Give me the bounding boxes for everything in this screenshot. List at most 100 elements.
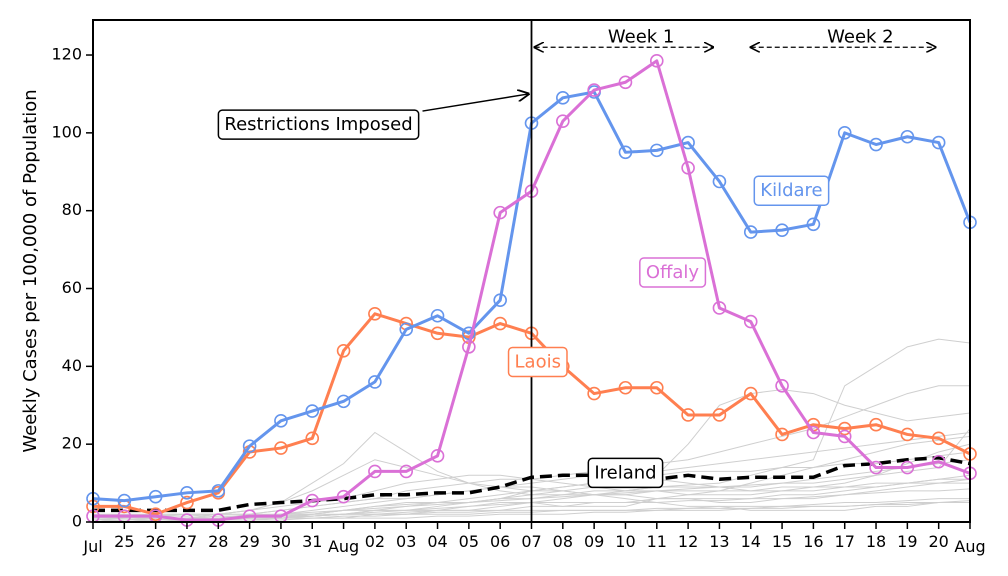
y-tick-label-0: 0 [72,512,82,531]
annotation-ireland-label: Ireland [587,457,664,489]
x-tick-label-24: 17 [835,532,855,551]
y-axis-label: Weekly Cases per 100,000 of Population [20,89,41,452]
annotations: Restrictions Imposed Week 1 Week 2 Kildare O… [217,27,936,489]
point-laois-9 [368,307,382,321]
x-tick-label-25: 18 [866,532,886,551]
point-offaly-16 [587,83,601,97]
x-tick-label-7: 31 [302,532,322,551]
point-offaly-8 [336,489,351,504]
annotation-restrictions-text: Restrictions Imposed [224,114,412,135]
annotation-restrictions-box [217,109,420,140]
point-offaly-10 [399,464,414,479]
annotation-offaly-label: Offaly [639,257,707,288]
x-tick-label-26: 19 [897,532,917,551]
x-tick-label-4: 28 [208,532,228,551]
x-tick-label-23: 16 [803,532,823,551]
point-laois-11 [430,326,445,341]
point-offaly-22 [775,378,789,393]
point-offaly-12 [462,340,476,354]
point-kildare-1 [117,493,132,508]
point-laois-25 [869,417,883,432]
point-offaly-23 [806,425,821,440]
point-laois-3 [180,495,194,510]
annotation-restrictions: Restrictions Imposed [217,94,529,140]
point-kildare-18 [649,143,664,158]
point-offaly-9 [368,464,382,479]
point-offaly-20 [712,301,727,315]
point-kildare-8 [336,394,351,409]
x-tick-label-27: 20 [928,532,948,551]
point-kildare-11 [430,308,445,323]
annotation-week2: Week 2 [751,27,936,48]
x-tick-label-18: 11 [647,532,667,551]
x-tick-label-14: 07 [521,532,541,551]
point-offaly-15 [556,114,570,128]
point-laois-13 [493,316,507,331]
annotation-kildare-label-box [753,175,830,206]
point-laois-6 [274,441,288,455]
x-tick-label-21: 14 [741,532,761,551]
point-offaly-17 [618,75,633,90]
x-tick-label-5: 29 [239,532,259,551]
x-tick-label-15: 08 [553,532,573,551]
y-tick-label-80: 80 [62,200,82,219]
point-laois-7 [305,431,320,446]
point-laois-22 [775,427,789,442]
point-kildare-23 [806,217,821,232]
x-tick-label-0: Jul [82,537,102,556]
x-tick-label-11: 04 [427,532,447,551]
x-tick-label-10: 03 [396,532,416,551]
y-tick-label-100: 100 [51,122,82,141]
point-laois-21 [743,386,758,401]
point-offaly-19 [681,161,695,175]
point-laois-27 [931,431,946,446]
point-offaly-25 [869,460,883,475]
point-laois-19 [681,408,695,422]
point-offaly-7 [305,493,320,508]
annotation-week2-text: Week 2 [827,27,894,48]
point-laois-24 [837,421,852,436]
annotation-laois-label-box [507,346,568,378]
x-tick-label-16: 09 [584,532,604,551]
point-kildare-7 [305,404,320,418]
annotation-offaly-label-box [639,257,707,288]
x-tick-label-12: 05 [459,532,479,551]
point-kildare-22 [775,223,789,237]
annotation-kildare-label-text: Kildare [760,180,822,201]
y-tick-label-120: 120 [51,45,82,64]
point-kildare-27 [931,135,946,150]
point-kildare-6 [274,414,288,428]
point-offaly-26 [900,460,915,475]
point-laois-26 [900,427,915,442]
x-tick-label-22: 15 [772,532,792,551]
point-kildare-2 [148,489,163,504]
point-kildare-4 [211,484,226,498]
annotation-kildare-label: Kildare [753,175,830,206]
point-kildare-13 [493,293,507,307]
x-tick-label-28: Aug [954,537,985,556]
x-tick-label-13: 06 [490,532,510,551]
annotation-week1: Week 1 [535,27,714,48]
point-offaly-27 [931,454,946,469]
x-tick-label-19: 12 [678,532,698,551]
x-tick-label-3: 27 [177,532,197,551]
point-laois-18 [649,380,664,395]
annotation-ireland-label-text: Ireland [594,462,656,483]
point-kildare-21 [743,225,758,239]
annotation-laois-label: Laois [507,346,568,378]
y-tick-label-40: 40 [62,356,82,375]
x-tick-label-2: 26 [145,532,165,551]
annotation-restrictions-arrow [422,94,529,112]
point-offaly-11 [430,449,445,463]
point-laois-17 [618,380,633,395]
point-kildare-25 [869,137,883,152]
y-tick-label-60: 60 [62,278,82,297]
point-kildare-20 [712,174,727,189]
x-tick-label-17: 10 [615,532,635,551]
point-kildare-24 [837,126,852,140]
point-kildare-10 [399,322,414,337]
point-offaly-18 [649,54,664,68]
point-laois-20 [712,408,727,422]
x-tick-label-6: 30 [271,532,291,551]
